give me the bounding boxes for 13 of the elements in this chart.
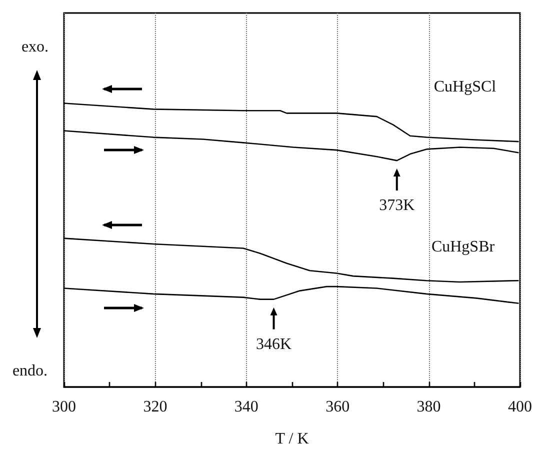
x-tick-label: 300 (52, 398, 76, 416)
annotation: CuHgSBr (431, 238, 496, 256)
text: exo. (21, 38, 49, 56)
text: CuHgSCl (434, 78, 497, 96)
x-tick-label: 360 (326, 398, 350, 416)
annotation: 373K (379, 197, 416, 214)
x-tick-label: 320 (143, 398, 168, 416)
annotation: 346K (256, 336, 292, 353)
x-tick-label: 400 (508, 398, 532, 416)
text: endo. (12, 362, 48, 380)
x-tick-label: 380 (416, 398, 441, 416)
x-tick-label: 340 (234, 398, 258, 416)
x-axis-title: T / K (275, 430, 310, 448)
